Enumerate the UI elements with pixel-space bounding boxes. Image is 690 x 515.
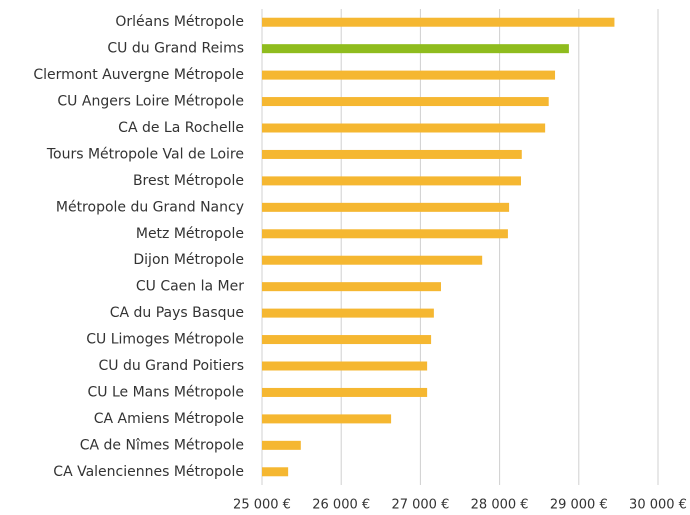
- y-tick-label: Métropole du Grand Nancy: [56, 199, 244, 215]
- bar: [262, 414, 392, 424]
- bar: [262, 282, 441, 292]
- y-tick-label: Tours Métropole Val de Loire: [46, 146, 244, 162]
- y-tick-label: Brest Métropole: [133, 173, 244, 189]
- y-tick-label: CA de La Rochelle: [118, 120, 244, 136]
- y-tick-label: Dijon Métropole: [133, 252, 244, 268]
- y-tick-label: CA du Pays Basque: [110, 305, 244, 321]
- y-tick-label: CA de Nîmes Métropole: [80, 437, 244, 453]
- bar: [262, 229, 508, 239]
- bar: [262, 202, 510, 212]
- bar: [262, 440, 301, 450]
- y-tick-label: CU Le Mans Métropole: [87, 384, 244, 400]
- y-tick-label: CA Amiens Métropole: [94, 411, 244, 427]
- y-tick-label: Orléans Métropole: [115, 14, 244, 30]
- x-tick-label: 25 000 €: [233, 498, 291, 513]
- y-tick-label: CU du Grand Poitiers: [98, 358, 244, 374]
- bar: [262, 17, 615, 27]
- y-tick-label: CU Limoges Métropole: [86, 332, 244, 348]
- bar: [262, 44, 569, 54]
- x-tick-label: 26 000 €: [312, 498, 370, 513]
- y-tick-label: Metz Métropole: [136, 226, 244, 242]
- x-tick-label: 28 000 €: [471, 498, 529, 513]
- bar: [262, 387, 428, 397]
- y-tick-label: CU Caen la Mer: [136, 279, 244, 295]
- x-tick-label: 30 000 €: [629, 498, 687, 513]
- x-tick-label: 27 000 €: [391, 498, 449, 513]
- y-tick-label: CU Angers Loire Métropole: [57, 94, 244, 110]
- bar: [262, 123, 546, 133]
- bar: [262, 70, 556, 80]
- bar: [262, 361, 428, 371]
- bar: [262, 255, 483, 265]
- y-tick-label: CU du Grand Reims: [107, 41, 244, 57]
- bar: [262, 308, 434, 318]
- bar: [262, 335, 432, 345]
- y-tick-label: CA Valenciennes Métropole: [53, 464, 244, 480]
- bar: [262, 149, 522, 159]
- x-tick-label: 29 000 €: [550, 498, 608, 513]
- bar: [262, 97, 549, 107]
- bar: [262, 467, 289, 477]
- y-tick-label: Clermont Auvergne Métropole: [33, 67, 244, 83]
- bar: [262, 176, 521, 186]
